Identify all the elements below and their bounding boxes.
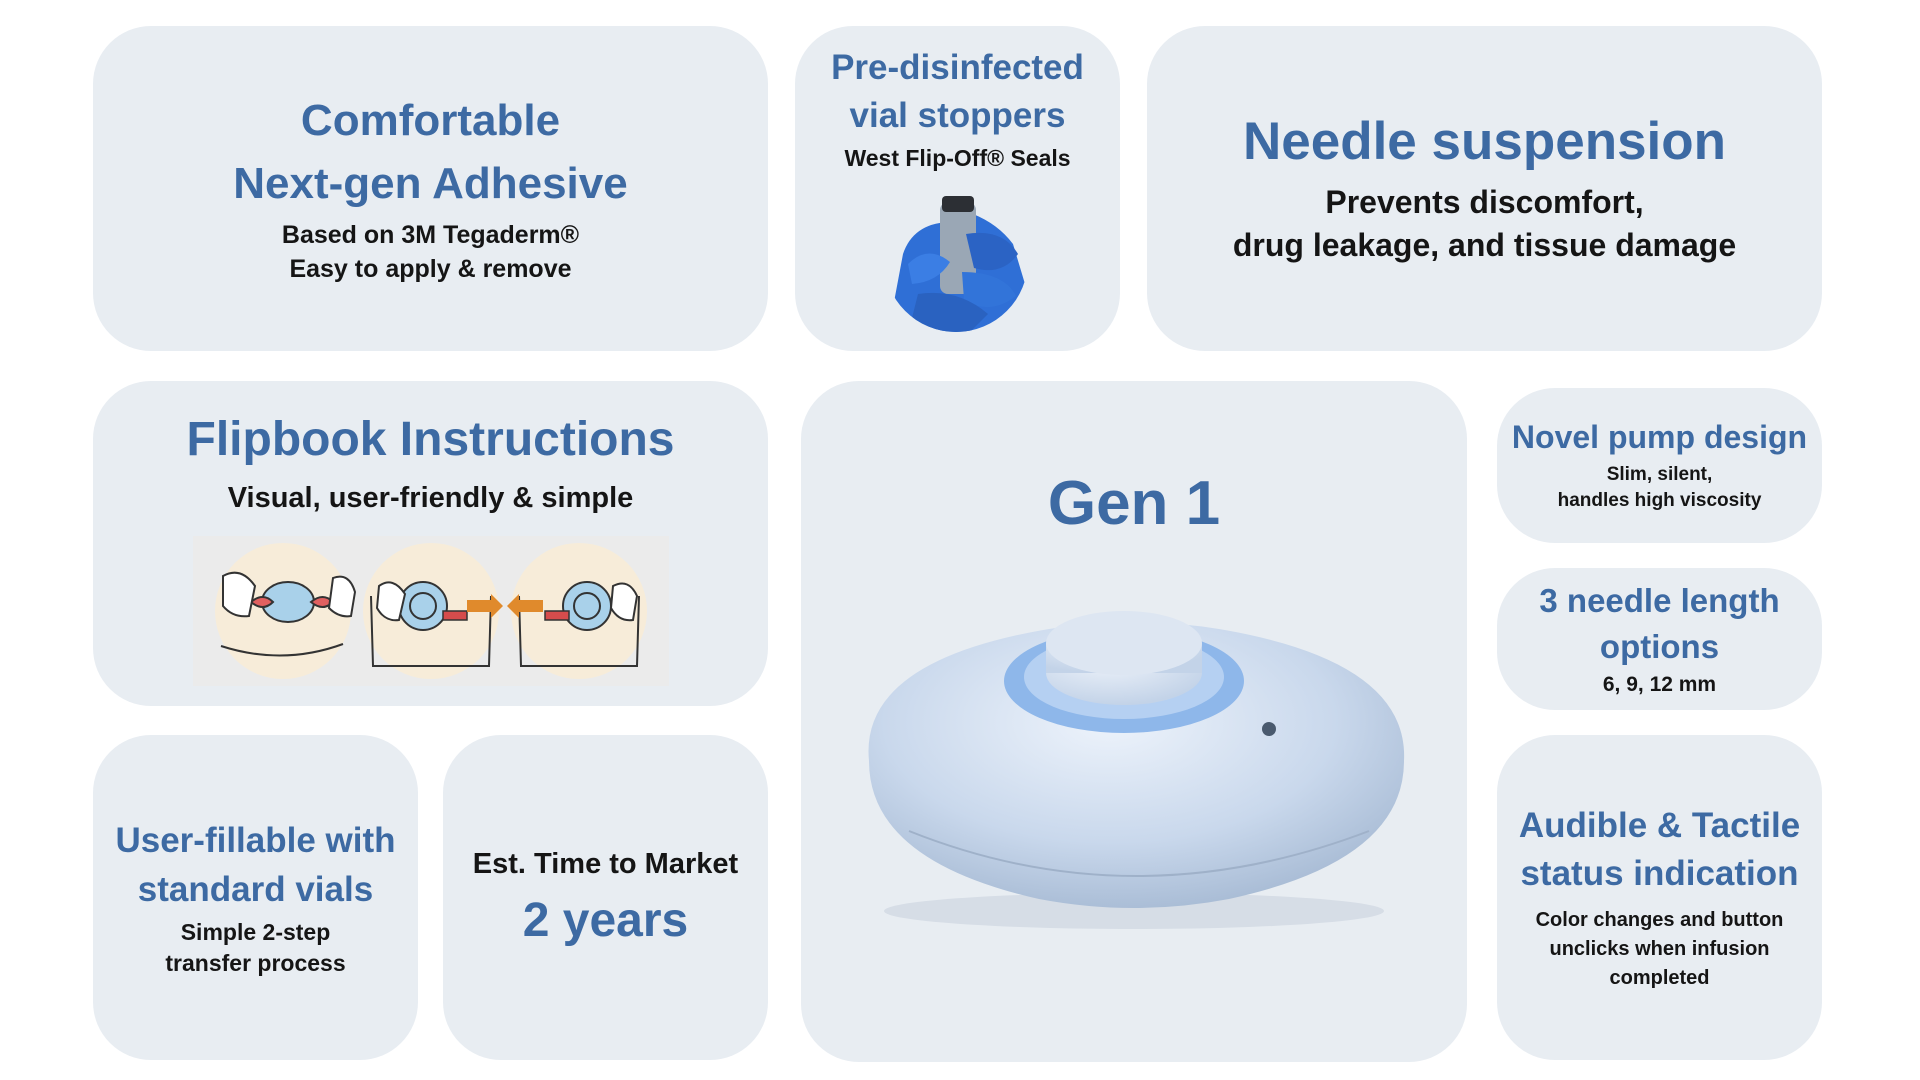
gloved-hand-vial-image [883,187,1028,332]
time-to-market-card: Est. Time to Market 2 years [443,735,768,1060]
status-indication-title: Audible & Tactile status indication [1518,805,1801,893]
vial-stoppers-subtitle: West Flip-Off® Seals [844,144,1071,171]
adhesive-card: Comfortable Next-gen Adhesive Based on 3… [93,26,768,351]
pump-design-subtitle: Slim, silent, handles high viscosity [1557,464,1762,511]
needle-suspension-title: Needle suspension [1242,111,1727,171]
needle-suspension-subtitle: Prevents discomfort, drug leakage, and t… [1232,184,1737,264]
gen1-title: Gen 1 [1047,469,1221,538]
needle-length-card: 3 needle length options 6, 9, 12 mm [1497,568,1822,710]
pump-design-title: Novel pump design [1511,418,1808,455]
flipbook-card: Flipbook Instructions Visual, user-frien… [93,381,768,706]
flipbook-title: Flipbook Instructions [186,413,675,466]
status-indication-card: Audible & Tactile status indication Colo… [1497,735,1822,1060]
pump-design-card: Novel pump design Slim, silent, handles … [1497,388,1822,543]
vial-stoppers-card: Pre-disinfected vial stoppers West Flip-… [795,26,1120,351]
vial-stoppers-title: Pre-disinfected vial stoppers [831,48,1084,136]
needle-length-subtitle: 6, 9, 12 mm [1602,673,1717,697]
flipbook-subtitle: Visual, user-friendly & simple [227,481,634,514]
time-to-market-label: Est. Time to Market [472,848,739,881]
flipbook-step-2-image [362,542,503,679]
needle-length-title: 3 needle length options [1539,582,1780,665]
status-indication-subtitle: Color changes and button unclicks when i… [1535,909,1784,990]
wearable-pump-device-image [868,611,1405,930]
needle-suspension-card: Needle suspension Prevents discomfort, d… [1147,26,1822,351]
flipbook-step-3-image [506,542,647,679]
gen1-card: Gen 1 [801,381,1467,1062]
adhesive-title: Comfortable Next-gen Adhesive [233,96,628,208]
user-fillable-card: User-fillable with standard vials Simple… [93,735,418,1060]
flipbook-illustrations [192,535,669,686]
user-fillable-title: User-fillable with standard vials [115,820,396,910]
adhesive-subtitle: Based on 3M Tegaderm® Easy to apply & re… [281,221,580,283]
user-fillable-subtitle: Simple 2-step transfer process [165,919,346,977]
flipbook-step-1-image [214,542,356,679]
time-to-market-value: 2 years [522,894,689,948]
